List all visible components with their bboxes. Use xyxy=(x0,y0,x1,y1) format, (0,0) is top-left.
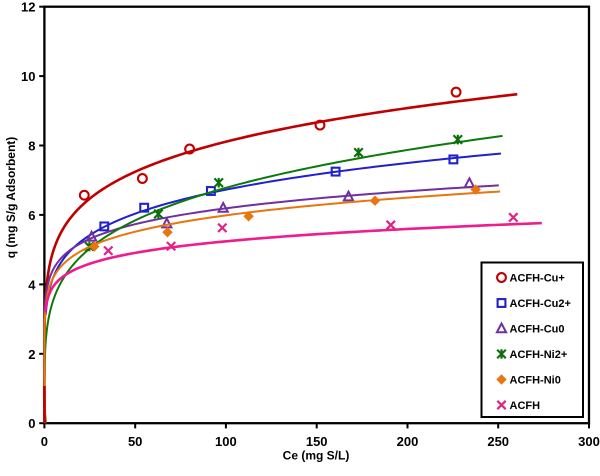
svg-text:100: 100 xyxy=(215,434,237,449)
svg-text:q (mg S/g Adsorbent): q (mg S/g Adsorbent) xyxy=(4,137,18,259)
svg-text:ACFH-Cu2+: ACFH-Cu2+ xyxy=(510,298,571,310)
svg-text:ACFH-Cu+: ACFH-Cu+ xyxy=(510,273,565,285)
svg-text:300: 300 xyxy=(578,434,600,449)
svg-text:0: 0 xyxy=(28,416,35,431)
svg-text:ACFH: ACFH xyxy=(510,400,541,412)
svg-text:6: 6 xyxy=(28,208,35,223)
svg-text:Ce (mg S/L): Ce (mg S/L) xyxy=(283,449,350,463)
svg-text:200: 200 xyxy=(397,434,419,449)
svg-text:8: 8 xyxy=(28,139,35,154)
svg-text:150: 150 xyxy=(306,434,328,449)
svg-text:ACFH-Ni0: ACFH-Ni0 xyxy=(510,375,561,387)
svg-text:50: 50 xyxy=(128,434,142,449)
svg-text:4: 4 xyxy=(28,277,36,292)
svg-text:ACFH-Ni2+: ACFH-Ni2+ xyxy=(510,349,568,361)
svg-text:12: 12 xyxy=(21,0,35,15)
svg-text:250: 250 xyxy=(487,434,509,449)
svg-text:0: 0 xyxy=(41,434,48,449)
svg-text:10: 10 xyxy=(21,69,35,84)
svg-text:2: 2 xyxy=(28,347,35,362)
svg-text:ACFH-Cu0: ACFH-Cu0 xyxy=(510,324,565,336)
